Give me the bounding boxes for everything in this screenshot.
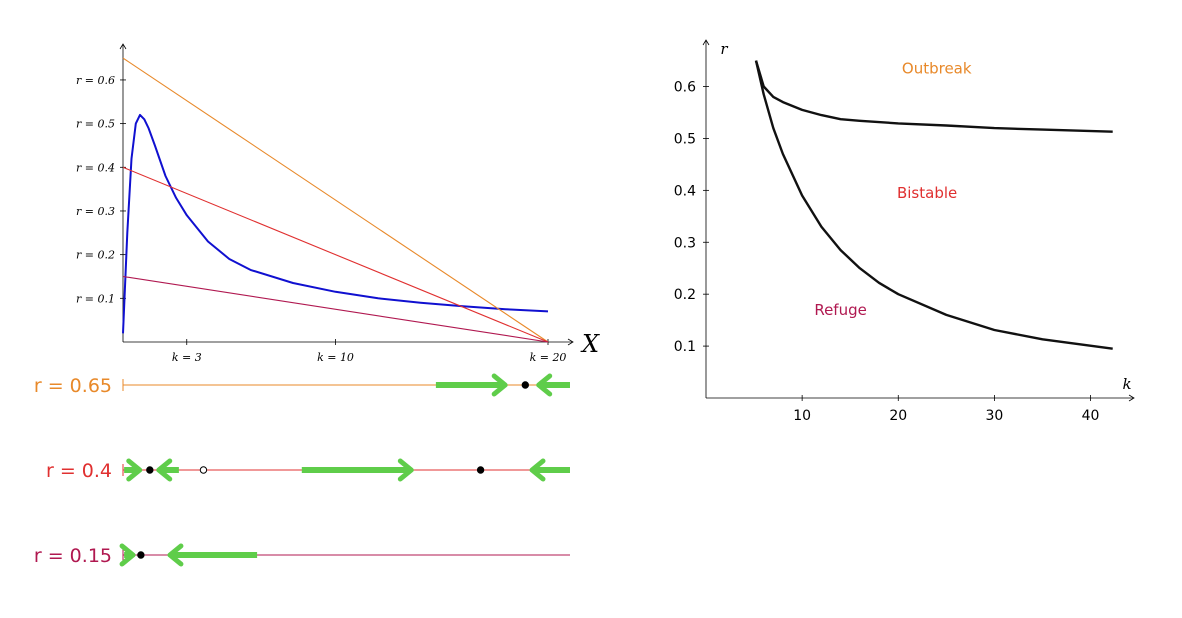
flow-arrow-head-icon <box>529 458 546 482</box>
stable-fixed-point <box>137 551 145 559</box>
stable-fixed-point <box>476 466 485 474</box>
y-tick-label: r = 0.4 <box>76 161 115 174</box>
y-tick-label: r = 0.3 <box>76 205 115 218</box>
upper-boundary-curve <box>754 60 1113 133</box>
x-axis-label: X <box>580 330 600 358</box>
orange-line <box>122 57 549 343</box>
y-tick-label: 0.2 <box>674 287 696 303</box>
x-tick-label: 40 <box>1082 408 1100 424</box>
blue-curve <box>122 113 549 334</box>
region-label: Outbreak <box>902 60 972 78</box>
phase-row-label: r = 0.65 <box>34 375 112 397</box>
lower-boundary-curve <box>754 60 1113 350</box>
y-tick-label: r = 0.1 <box>76 292 115 305</box>
left-chart: r = 0.1 r = 0.2 r = 0.3 r = 0.4 r = 0.5 r = 0… <box>76 43 600 364</box>
x-tick-label: 20 <box>889 408 907 424</box>
flow-arrow-head-icon <box>167 543 184 567</box>
y-axis-arrow-icon <box>119 43 127 50</box>
y-axis-arrow-icon <box>702 39 710 46</box>
stable-fixed-point <box>521 381 529 389</box>
maroon-line <box>122 275 549 343</box>
stable-fixed-point <box>146 466 154 474</box>
y-axis-label: r <box>720 40 728 58</box>
y-tick-label: r = 0.2 <box>76 249 115 262</box>
flow-arrow-head-icon <box>397 458 414 482</box>
y-tick-label: r = 0.5 <box>76 118 115 131</box>
x-tick-label: k = 10 <box>317 351 354 364</box>
phase-row-label: r = 0.15 <box>34 545 112 567</box>
phase-row-label: r = 0.4 <box>46 460 112 482</box>
flow-arrow-head-icon <box>126 458 143 482</box>
region-label: Bistable <box>897 184 957 202</box>
unstable-fixed-point <box>199 466 208 474</box>
phase-line-chart: r = 0.65 r = 0.4 r = 0.15 <box>34 373 570 567</box>
flow-arrow-head-icon <box>156 458 173 482</box>
x-tick-label: k = 3 <box>172 351 202 364</box>
x-tick-label: 30 <box>985 408 1003 424</box>
x-tick-label: 10 <box>793 408 811 424</box>
y-tick-label: 0.3 <box>674 235 696 251</box>
y-tick-label: 0.6 <box>674 80 696 96</box>
flow-arrow-head-icon <box>119 543 136 567</box>
right-chart: 0.1 0.2 0.3 0.4 0.5 0.6 10 20 30 40 k r Outbreak Bist… <box>674 39 1135 424</box>
y-tick-label: 0.4 <box>674 183 696 199</box>
region-label: Refuge <box>814 301 867 319</box>
flow-arrow-head-icon <box>491 373 508 397</box>
red-line <box>122 166 549 343</box>
x-axis-label: k <box>1122 375 1131 393</box>
x-tick-label: k = 20 <box>530 351 567 364</box>
x-axis-arrow-icon <box>1128 394 1135 402</box>
x-axis-arrow-icon <box>567 338 574 346</box>
y-tick-label: 0.5 <box>674 131 696 147</box>
y-tick-label: r = 0.6 <box>76 74 115 87</box>
flow-arrow-head-icon <box>536 373 553 397</box>
y-tick-label: 0.1 <box>674 339 696 355</box>
